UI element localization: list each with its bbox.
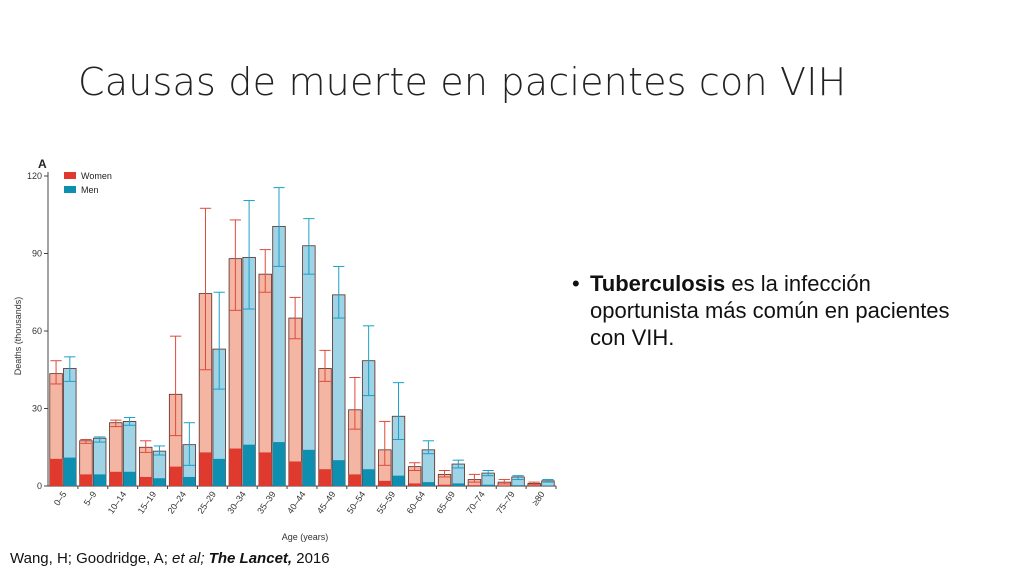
x-tick-label: 25–29 [195, 489, 218, 515]
bar-women-dark [408, 483, 421, 486]
bar-men-dark [212, 458, 226, 486]
x-tick-label: 50–54 [345, 489, 368, 515]
citation-journal: The Lancet, [208, 550, 293, 567]
citation-authors: Wang, H; Goodridge, A; [10, 550, 173, 567]
legend-label-men: Men [81, 185, 99, 195]
bar-women-dark [109, 471, 123, 486]
y-tick-label: 60 [32, 326, 42, 336]
citation-year: 2016 [292, 550, 330, 567]
x-tick-label: 70–74 [464, 489, 487, 515]
x-tick-label: 20–24 [166, 489, 189, 515]
bar-men-dark [392, 475, 405, 486]
x-tick-label: 30–34 [225, 489, 248, 515]
slide-title: Causas de muerte en pacientes con VIH [78, 60, 847, 104]
bar-men-dark [302, 449, 316, 486]
bar-men-total [421, 449, 436, 487]
x-tick-label: 65–69 [435, 489, 458, 515]
bar-men-dark [183, 476, 196, 486]
bullet-dot: • [572, 271, 580, 296]
y-tick-label: 120 [27, 171, 42, 181]
bar-men-dark [511, 485, 525, 486]
bar-women-dark [139, 476, 152, 486]
x-tick-label: 15–19 [136, 489, 159, 515]
deaths-by-age-chart: A Deaths (thousands) Age (years) Women M… [8, 148, 568, 548]
x-tick-label: 35–39 [255, 489, 278, 515]
bar-men-dark [93, 474, 106, 486]
bar-men-total [332, 294, 346, 487]
bar-women-total [318, 368, 332, 487]
legend-swatch-women [64, 172, 76, 179]
y-axis-title: Deaths (thousands) [13, 297, 23, 376]
bar-men-dark [362, 469, 375, 486]
bar-women-dark [79, 474, 93, 486]
bar-women-dark [169, 466, 182, 486]
bar-women-dark [258, 452, 272, 486]
x-tick-label: 55–59 [375, 489, 398, 515]
x-tick-label: 60–64 [405, 489, 428, 515]
legend-label-women: Women [81, 171, 112, 181]
x-tick-label: 40–44 [285, 489, 308, 515]
x-axis: 0–5 5–9 10–14 15–19 20–24 25–29 30–34 35–39 40–4… [52, 486, 557, 516]
bar-men-dark [123, 471, 136, 486]
chart-svg: A Deaths (thousands) Age (years) Women M… [13, 157, 557, 542]
legend-swatch-men [64, 186, 76, 193]
bar-women-total [288, 317, 302, 487]
bullet-text: Tuberculosis es la infección oportunista… [590, 270, 950, 351]
bar-men-dark [452, 483, 465, 486]
bar-men-dark [272, 442, 286, 486]
bar-women-dark [199, 452, 212, 486]
x-tick-label: 45–49 [315, 489, 338, 515]
bar-women-dark [348, 474, 362, 486]
bullet-rest: es la infección oportunista más común en… [590, 271, 950, 350]
bar-men-dark [481, 484, 495, 486]
bar-men-dark [541, 485, 555, 486]
x-tick-label: 75–79 [494, 489, 517, 515]
bar-women-dark [468, 485, 481, 486]
y-tick-label: 30 [32, 404, 42, 414]
bar-women-dark [229, 448, 242, 486]
bar-women-dark [378, 480, 392, 486]
bars [49, 187, 555, 487]
bar-women-dark [288, 461, 302, 486]
x-tick-label: 5–9 [82, 489, 99, 507]
bar-women-dark [498, 485, 511, 486]
panel-label: A [38, 157, 47, 171]
bar-men-dark [332, 460, 346, 486]
bar-women-dark [49, 458, 63, 486]
bar-men-dark [242, 444, 256, 486]
citation: Wang, H; Goodridge, A; et al; The Lancet… [10, 550, 330, 567]
y-tick-label: 90 [32, 249, 42, 259]
citation-etal: et al; [172, 550, 209, 567]
bullet-bold-term: Tuberculosis [590, 271, 726, 296]
bar-men-dark [422, 482, 435, 486]
x-tick-label: ≥80 [530, 489, 547, 507]
y-tick-label: 0 [37, 481, 42, 491]
x-tick-label: 0–5 [52, 489, 69, 507]
x-axis-title: Age (years) [282, 532, 329, 542]
bar-men-dark [153, 478, 166, 486]
x-tick-label: 10–14 [106, 489, 129, 515]
bar-men-dark [63, 457, 77, 486]
bar-women-dark [438, 484, 451, 486]
bar-women-dark [318, 469, 332, 486]
